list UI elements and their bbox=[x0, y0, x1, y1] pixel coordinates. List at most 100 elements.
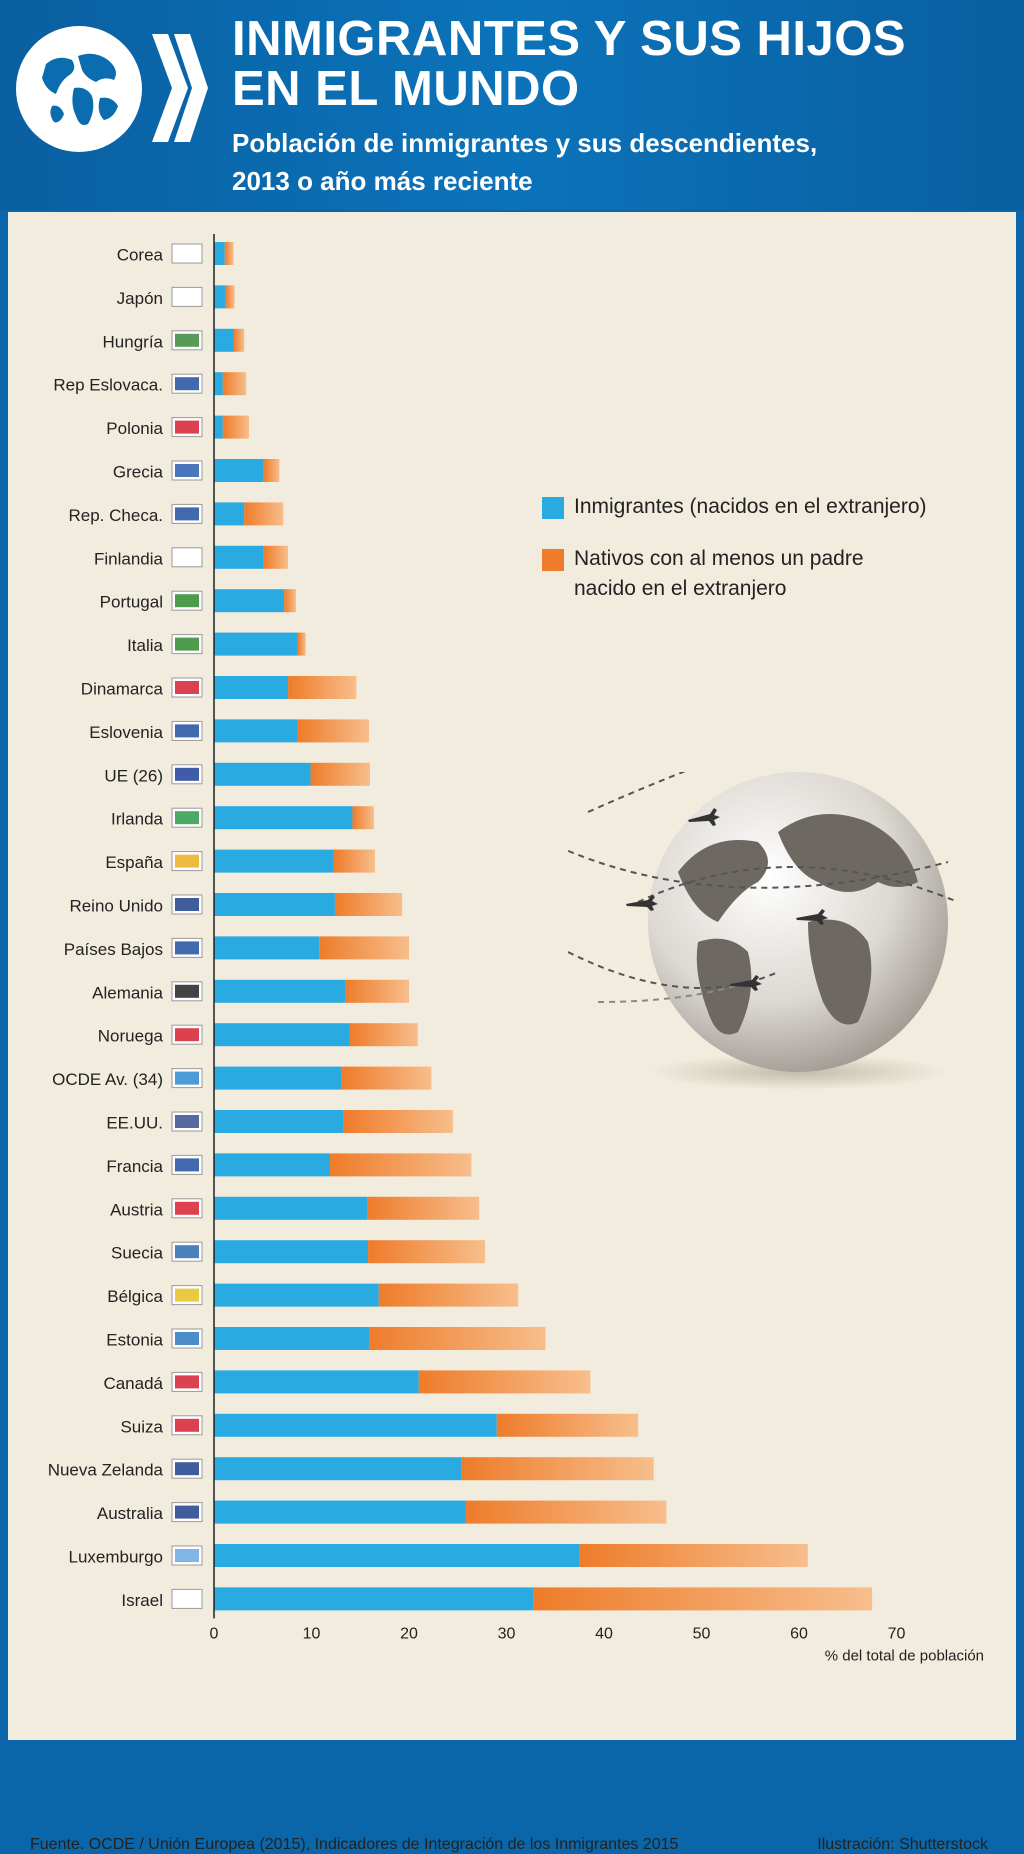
flag-color-mark bbox=[175, 1549, 199, 1562]
flag-color-mark bbox=[175, 420, 199, 434]
bar-immigrants bbox=[214, 1370, 419, 1394]
bar-natives bbox=[345, 979, 409, 1003]
flag-color-mark bbox=[175, 1071, 199, 1085]
flag-color-mark bbox=[175, 984, 199, 998]
bar-immigrants bbox=[214, 849, 334, 873]
category-label: Australia bbox=[97, 1504, 164, 1523]
oecd-chevrons-icon bbox=[152, 34, 208, 142]
category-label: Nueva Zelanda bbox=[48, 1461, 164, 1480]
flag-color-mark bbox=[175, 1375, 199, 1389]
bar-natives bbox=[284, 589, 296, 613]
bar-immigrants bbox=[214, 936, 320, 960]
flag-color-mark bbox=[175, 724, 199, 738]
title-line-1: INMIGRANTES Y SUS HIJOS bbox=[232, 12, 907, 66]
x-tick-label: 30 bbox=[498, 1625, 516, 1642]
bar-natives bbox=[330, 1153, 472, 1177]
flag-color-mark bbox=[175, 1505, 199, 1519]
category-label: Estonia bbox=[106, 1331, 163, 1350]
x-tick-label: 70 bbox=[888, 1625, 906, 1642]
category-label: EE.UU. bbox=[106, 1114, 163, 1133]
category-label: Eslovenia bbox=[89, 723, 163, 742]
bar-immigrants bbox=[214, 1500, 466, 1524]
flag-color-mark bbox=[175, 1332, 199, 1345]
bar-immigrants bbox=[214, 1457, 462, 1481]
bar-natives bbox=[496, 1413, 639, 1437]
globe-illustration bbox=[568, 772, 959, 1090]
bar-immigrants bbox=[214, 1587, 534, 1611]
bar-natives bbox=[349, 1023, 418, 1047]
bar-natives bbox=[334, 893, 403, 916]
flag-color-mark bbox=[175, 290, 199, 304]
bar-immigrants bbox=[214, 502, 245, 526]
bar-natives bbox=[288, 676, 357, 699]
legend-swatch-natives bbox=[542, 549, 564, 571]
category-label: Canadá bbox=[103, 1374, 163, 1393]
world-globe-logo-icon bbox=[16, 26, 142, 152]
category-label: Rep Eslovaca. bbox=[53, 376, 163, 395]
category-label: Suiza bbox=[120, 1417, 163, 1436]
bar-natives bbox=[310, 762, 370, 786]
flag-color-mark bbox=[175, 464, 199, 477]
bar-immigrants bbox=[214, 1544, 580, 1567]
category-label: Países Bajos bbox=[64, 940, 163, 959]
flag-color-mark bbox=[175, 767, 199, 781]
category-label: Luxemburgo bbox=[68, 1548, 163, 1567]
flag-color-mark bbox=[175, 854, 199, 868]
flag-color-mark bbox=[175, 377, 199, 391]
flag-color-mark bbox=[175, 507, 199, 521]
bar-natives bbox=[367, 1196, 480, 1220]
category-label: Rep. Checa. bbox=[69, 506, 164, 525]
bar-immigrants bbox=[214, 893, 335, 916]
subtitle-line-1: Población de inmigrantes y sus descendie… bbox=[232, 128, 818, 158]
bar-natives bbox=[297, 632, 306, 656]
flag-color-mark bbox=[175, 637, 199, 651]
bar-natives bbox=[418, 1370, 591, 1394]
page-subtitle: Población de inmigrantes y sus descendie… bbox=[232, 124, 817, 200]
bar-natives bbox=[222, 415, 250, 439]
header-banner: INMIGRANTES Y SUS HIJOS EN EL MUNDO Pobl… bbox=[0, 0, 1024, 210]
bar-immigrants bbox=[214, 242, 225, 265]
source-note: Fuente. OCDE / Unión Europea (2015), Ind… bbox=[30, 1836, 679, 1853]
subtitle-line-2: 2013 o año más reciente bbox=[232, 166, 533, 196]
category-label: Portugal bbox=[100, 593, 163, 612]
flag-color-mark bbox=[175, 1462, 199, 1476]
bar-chart: Corea Japón Hungría Rep Eslovaca. Polonia Gre… bbox=[48, 234, 984, 1664]
flag-color-mark bbox=[175, 1115, 199, 1128]
category-label: Corea bbox=[117, 246, 164, 265]
bar-immigrants bbox=[214, 762, 311, 786]
flag-color-mark bbox=[175, 594, 199, 608]
flag-color-mark bbox=[175, 247, 199, 260]
bar-immigrants bbox=[214, 806, 353, 830]
flag-color-mark bbox=[175, 1028, 199, 1042]
bar-natives bbox=[343, 1110, 453, 1133]
flag-color-mark bbox=[175, 1245, 199, 1259]
bar-immigrants bbox=[214, 285, 226, 309]
flag-color-mark bbox=[175, 550, 199, 564]
category-label: Japón bbox=[117, 289, 163, 308]
bar-natives bbox=[233, 328, 245, 352]
category-label: Austria bbox=[110, 1200, 163, 1219]
flag-color-mark bbox=[175, 898, 199, 911]
category-label: Finlandia bbox=[94, 549, 164, 568]
bar-immigrants bbox=[214, 1153, 331, 1177]
bar-natives bbox=[579, 1544, 808, 1567]
flag-color-mark bbox=[175, 941, 199, 955]
bar-immigrants bbox=[214, 459, 264, 482]
flag-color-mark bbox=[175, 811, 199, 825]
bar-immigrants bbox=[214, 1327, 370, 1350]
category-label: Dinamarca bbox=[81, 680, 164, 699]
x-tick-label: 0 bbox=[210, 1625, 219, 1642]
category-label: Bélgica bbox=[107, 1287, 163, 1306]
bar-immigrants bbox=[214, 719, 298, 743]
flag-color-mark bbox=[175, 1418, 199, 1432]
category-label: Israel bbox=[121, 1591, 163, 1610]
bar-immigrants bbox=[214, 979, 346, 1003]
bar-immigrants bbox=[214, 1413, 497, 1437]
legend-label-immigrants: Inmigrantes (nacidos en el extranjero) bbox=[574, 495, 927, 518]
bar-immigrants bbox=[214, 676, 289, 699]
category-label: Alemania bbox=[92, 983, 163, 1002]
bar-immigrants bbox=[214, 415, 223, 439]
x-tick-label: 50 bbox=[693, 1625, 711, 1642]
bar-natives bbox=[378, 1283, 519, 1307]
legend-item-natives: Nativos con al menos un padre nacido en … bbox=[536, 544, 1006, 604]
